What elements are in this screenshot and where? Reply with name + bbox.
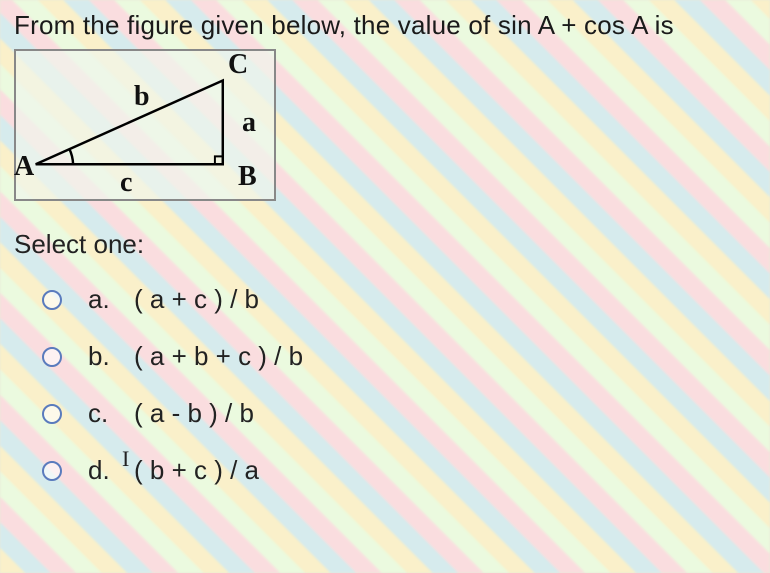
triangle-figure: C B A b a c xyxy=(14,49,276,201)
options-group: a. ( a + c ) / b b. ( a + b + c ) / b c.… xyxy=(14,284,756,486)
vertex-c-label: C xyxy=(228,49,248,81)
angle-arc xyxy=(69,148,73,164)
side-a-label: a xyxy=(242,107,256,139)
radio-icon[interactable] xyxy=(42,461,62,481)
option-letter: b. xyxy=(88,341,134,372)
option-b[interactable]: b. ( a + b + c ) / b xyxy=(42,341,756,372)
side-b-label: b xyxy=(134,81,150,113)
triangle xyxy=(36,81,223,165)
option-letter: c. xyxy=(88,398,134,429)
radio-icon[interactable] xyxy=(42,404,62,424)
option-d[interactable]: d. ( b + c ) / a xyxy=(42,455,756,486)
question-text: From the figure given below, the value o… xyxy=(14,10,756,41)
vertex-b-label: B xyxy=(238,161,257,193)
option-a[interactable]: a. ( a + c ) / b xyxy=(42,284,756,315)
option-text: ( a + c ) / b xyxy=(134,284,259,315)
option-c[interactable]: c. ( a - b ) / b xyxy=(42,398,756,429)
select-one-prompt: Select one: xyxy=(14,229,756,260)
option-text: ( a - b ) / b xyxy=(134,398,254,429)
text-cursor-icon: I xyxy=(122,446,129,472)
vertex-a-label: A xyxy=(14,151,34,183)
radio-icon[interactable] xyxy=(42,347,62,367)
side-c-label: c xyxy=(120,167,132,199)
radio-icon[interactable] xyxy=(42,290,62,310)
option-letter: a. xyxy=(88,284,134,315)
option-text: ( a + b + c ) / b xyxy=(134,341,303,372)
option-text: ( b + c ) / a xyxy=(134,455,259,486)
